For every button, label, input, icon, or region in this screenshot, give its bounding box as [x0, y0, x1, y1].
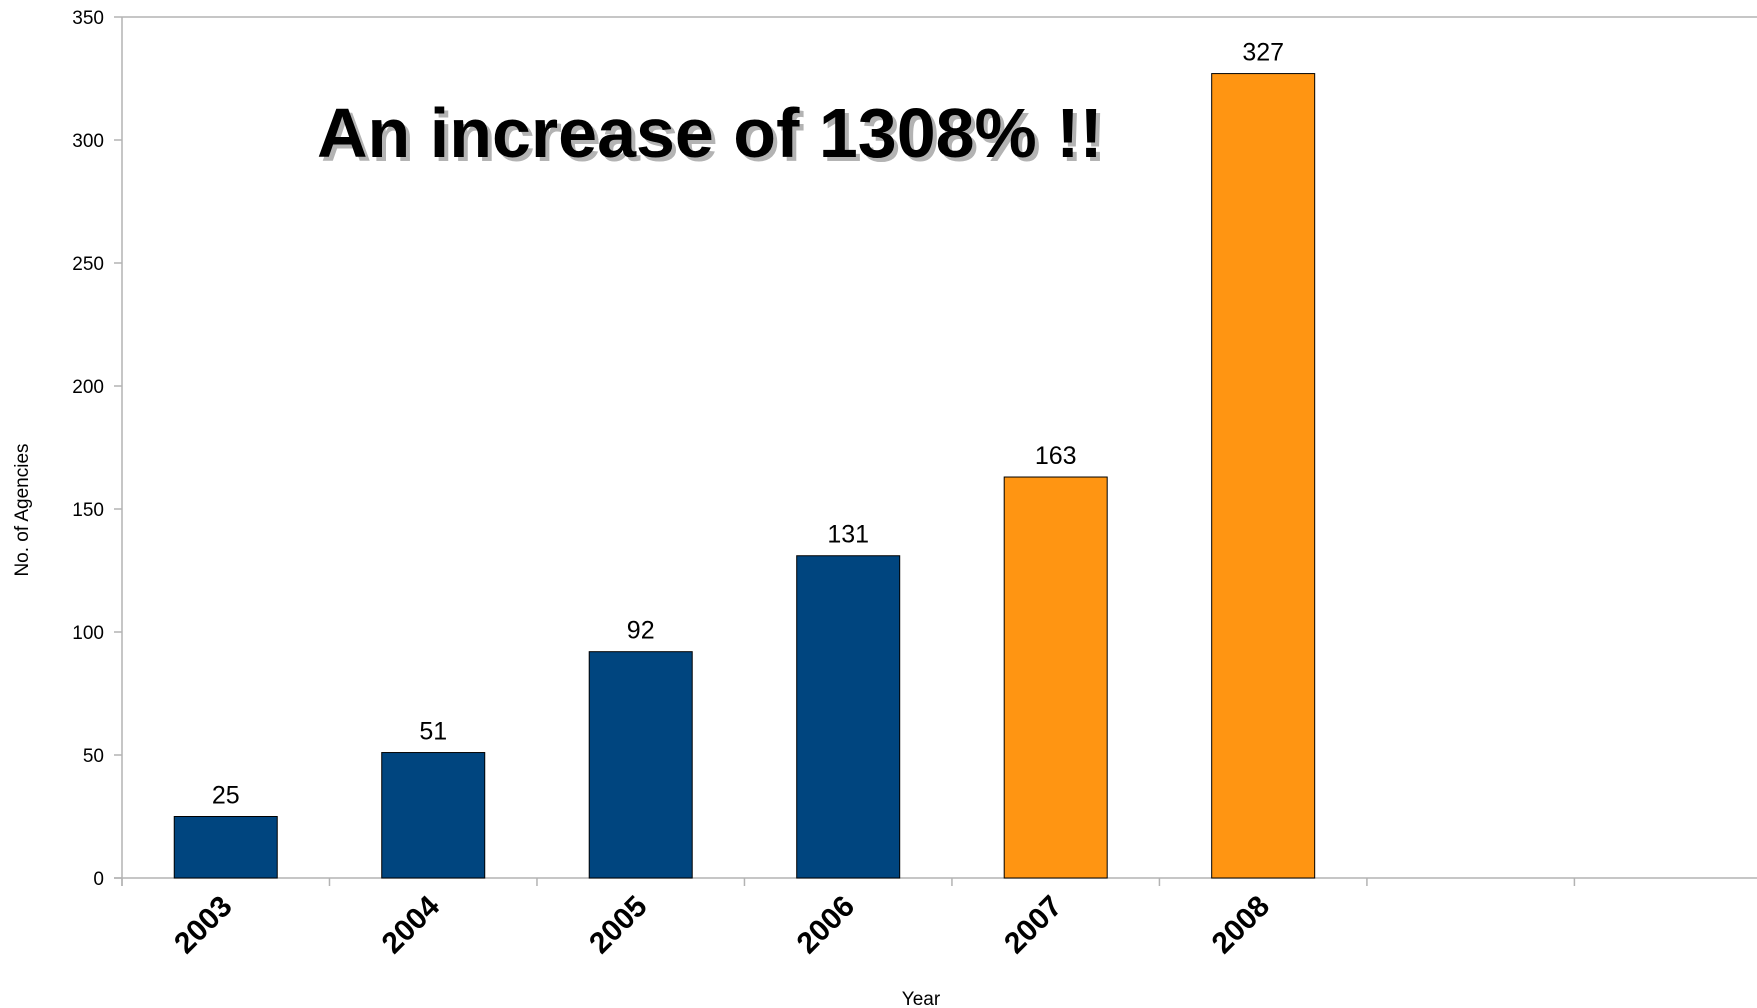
bar-2006	[796, 555, 901, 879]
bars	[173, 73, 1316, 879]
bar-2008	[1211, 73, 1316, 879]
data-label-2004: 51	[419, 718, 447, 746]
x-tick-label-2003: 2003	[168, 890, 239, 961]
y-tick-label: 350	[72, 8, 104, 29]
data-label-2008: 327	[1242, 39, 1284, 67]
y-tick-label: 150	[72, 500, 104, 521]
x-axis-title: Year	[902, 989, 941, 1008]
data-label-2007: 163	[1035, 442, 1077, 470]
y-tick-label: 300	[72, 131, 104, 152]
y-tick-label: 50	[83, 746, 104, 767]
data-label-2005: 92	[627, 617, 655, 645]
y-tick-label: 250	[72, 254, 104, 275]
x-tick-label-2007: 2007	[998, 890, 1069, 961]
x-tick-label-2005: 2005	[583, 890, 654, 961]
annotation-text: An increase of 1308% !!	[317, 94, 1103, 172]
bar-2005	[588, 651, 693, 879]
data-label-2006: 131	[827, 521, 869, 549]
data-labels: 25 2003 51 2004 92 2005 131 2006 163 2007 327 2008	[168, 39, 1284, 961]
y-tick-label: 100	[72, 623, 104, 644]
x-tick-label-2004: 2004	[376, 889, 447, 960]
annotation: An increase of 1308% !! An increase of 1…	[317, 94, 1107, 176]
x-tick-label-2008: 2008	[1206, 890, 1277, 961]
x-ticks	[121, 878, 1576, 886]
y-ticks: 0 50 100 150 200 250 300 350	[72, 8, 122, 890]
data-label-2003: 25	[212, 782, 240, 810]
annotation-shadow: An increase of 1308% !!	[321, 98, 1107, 176]
bar-2004	[381, 752, 486, 879]
bar-2003	[173, 816, 278, 879]
y-axis-title: No. of Agencies	[12, 443, 33, 576]
x-tick-label-2006: 2006	[791, 890, 862, 961]
y-tick-label: 200	[72, 377, 104, 398]
bar-2007	[1003, 476, 1108, 879]
y-tick-label: 0	[93, 869, 104, 890]
